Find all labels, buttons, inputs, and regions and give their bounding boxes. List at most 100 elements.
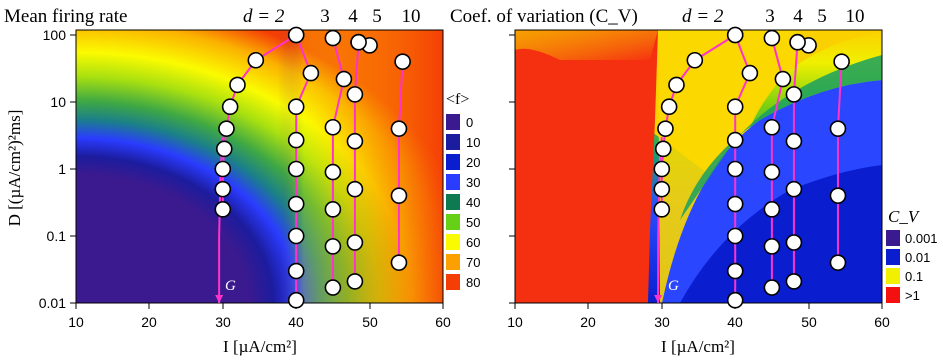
- legend-swatch: [446, 154, 460, 170]
- d-label: 3: [765, 6, 775, 27]
- panel1-g-marker: G: [225, 278, 236, 294]
- data-point: [287, 98, 305, 116]
- data-point: [726, 26, 744, 44]
- data-point: [789, 33, 806, 51]
- data-point: [287, 195, 305, 213]
- legend-label: 70: [466, 255, 480, 270]
- panel2-g-marker: G: [668, 278, 679, 294]
- data-point: [785, 132, 803, 150]
- data-point: [829, 187, 847, 204]
- x-tick-label: 40: [288, 314, 304, 330]
- legend-swatch: [446, 274, 460, 290]
- legend-swatch: [446, 234, 460, 250]
- curve-d-10: [397, 61, 404, 263]
- data-point: [726, 195, 744, 213]
- data-point: [247, 51, 265, 69]
- legend-label: 0: [466, 115, 473, 130]
- data-point: [726, 160, 744, 178]
- data-point: [287, 131, 305, 149]
- data-point: [763, 279, 781, 296]
- panel1-y-tick-labels: 100 10 1 0.1 0.01: [39, 27, 66, 311]
- data-point: [346, 180, 364, 198]
- data-point: [726, 131, 744, 149]
- d-label: 4: [793, 6, 803, 27]
- panel2-frame: [514, 29, 883, 304]
- data-point: [829, 120, 847, 137]
- data-point: [287, 291, 305, 309]
- data-point: [302, 64, 320, 82]
- data-point: [833, 53, 850, 70]
- arrow-head: [654, 295, 663, 303]
- data-point: [726, 262, 744, 280]
- panel1-legend: <f> 0 10 20 30 40 50 60 70 80: [446, 91, 480, 290]
- data-point: [785, 234, 803, 251]
- legend-label: 0.001: [905, 231, 938, 246]
- panel1-heatmap: [76, 30, 443, 303]
- data-point: [741, 64, 759, 82]
- legend-swatch: [446, 174, 460, 190]
- data-point: [214, 180, 232, 198]
- data-point: [346, 132, 364, 150]
- legend-swatch: [446, 114, 460, 130]
- data-point: [653, 201, 671, 218]
- data-point: [390, 120, 408, 137]
- data-point: [324, 29, 342, 47]
- x-tick-label: 30: [654, 314, 670, 330]
- data-point: [324, 163, 342, 181]
- x-tick-label: 60: [874, 314, 890, 330]
- data-point: [324, 118, 342, 136]
- panel1-curves: [214, 26, 411, 309]
- legend-label: 0.01: [905, 250, 930, 265]
- data-point: [763, 201, 781, 218]
- y-tick-label: 0.1: [47, 228, 67, 244]
- data-point: [394, 53, 411, 70]
- data-point: [829, 254, 847, 271]
- legend-label: 10: [466, 135, 480, 150]
- d-label: 5: [372, 6, 382, 27]
- data-point: [350, 33, 367, 51]
- data-point: [774, 70, 792, 88]
- panel2-legend: C_V 0.001 0.01 0.1 >1: [886, 207, 938, 303]
- data-point: [686, 51, 704, 69]
- d-eq-label: d = 2: [243, 6, 285, 27]
- data-point: [214, 160, 232, 178]
- y-tick-label: 10: [50, 94, 66, 110]
- data-point: [390, 254, 408, 271]
- data-point: [324, 238, 342, 255]
- data-point: [324, 201, 342, 218]
- curve-d-10: [836, 61, 843, 263]
- panel2-x-axis-label: I [µA/cm²]: [661, 337, 735, 356]
- legend-swatch: [886, 287, 900, 303]
- data-point: [660, 98, 678, 116]
- data-point: [653, 180, 671, 198]
- x-tick-label: 50: [801, 314, 817, 330]
- legend-swatch: [886, 230, 900, 246]
- d-label: 4: [348, 6, 358, 27]
- data-point: [287, 262, 305, 280]
- legend-label: >1: [905, 288, 920, 303]
- data-point: [335, 70, 353, 88]
- panel1-d-labels: d = 2 3 4 5 10: [243, 6, 421, 27]
- y-tick-label: 0.01: [39, 295, 66, 311]
- data-point: [346, 273, 364, 290]
- data-point: [763, 118, 781, 136]
- data-point: [324, 279, 342, 296]
- data-point: [763, 29, 781, 47]
- data-point: [390, 187, 408, 204]
- data-point: [654, 140, 672, 158]
- data-point: [346, 234, 364, 251]
- data-point: [218, 120, 235, 137]
- data-point: [763, 163, 781, 181]
- data-point: [229, 76, 246, 94]
- data-point: [668, 76, 685, 94]
- data-point: [726, 291, 744, 309]
- x-tick-label: 10: [507, 314, 523, 330]
- legend-swatch: [886, 268, 900, 284]
- data-point: [763, 238, 781, 255]
- panel1-x-tick-labels: 10 20 30 40 50 60: [68, 314, 451, 330]
- legend-label: 0.1: [905, 269, 923, 284]
- data-point: [287, 26, 305, 44]
- legend-title: C_V: [888, 207, 921, 226]
- panel2-title: Coef. of variation (C_V): [450, 6, 638, 27]
